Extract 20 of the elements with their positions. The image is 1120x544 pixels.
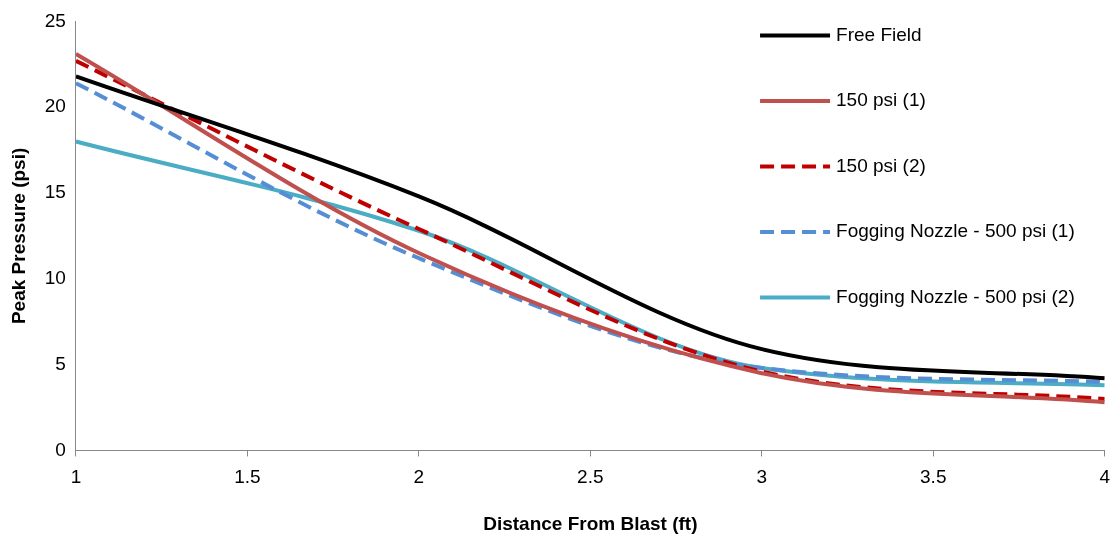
legend-label: Fogging Nozzle - 500 psi (1) — [836, 220, 1075, 242]
x-tick-label: 1 — [70, 466, 82, 488]
x-tick-label: 2.5 — [577, 466, 604, 488]
x-tick-label: 3 — [756, 466, 768, 488]
y-tick-label: 10 — [44, 267, 66, 289]
legend-label: 150 psi (1) — [836, 89, 926, 111]
y-tick-label: 20 — [44, 95, 66, 117]
x-tick-label: 2 — [413, 466, 425, 488]
x-axis-title: Distance From Blast (ft) — [483, 512, 698, 534]
x-tick-label: 1.5 — [234, 466, 261, 488]
legend-label: Fogging Nozzle - 500 psi (2) — [836, 285, 1075, 307]
legend-label: Free Field — [836, 23, 922, 45]
y-tick-label: 5 — [55, 352, 66, 374]
x-tick-label: 4 — [1099, 466, 1111, 488]
y-tick-label: 0 — [55, 438, 66, 460]
y-axis-title: Peak Pressure (psi) — [7, 147, 29, 325]
y-tick-label: 25 — [44, 9, 66, 31]
x-tick-label: 3.5 — [920, 466, 947, 488]
legend-label: 150 psi (2) — [836, 154, 926, 176]
y-tick-label: 15 — [44, 181, 66, 203]
